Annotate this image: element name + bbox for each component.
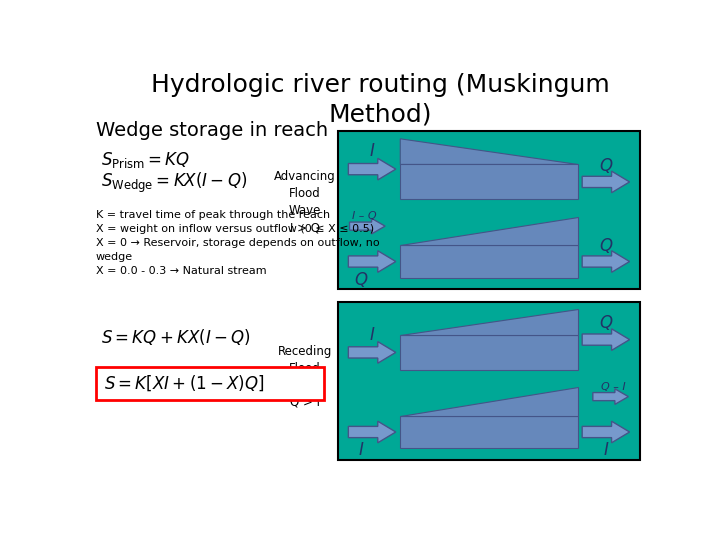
Polygon shape [400, 139, 577, 164]
Text: K = travel time of peak through the reach
X = weight on inflow versus outflow (0: K = travel time of peak through the reac… [96, 210, 379, 276]
Text: Receding
Flood
Wave
Q > I: Receding Flood Wave Q > I [278, 345, 332, 409]
Text: I: I [359, 441, 364, 460]
Polygon shape [582, 329, 629, 350]
Text: $S_{\rm Prism} = KQ$: $S_{\rm Prism} = KQ$ [101, 150, 190, 170]
Text: I: I [603, 441, 608, 460]
Polygon shape [400, 217, 577, 245]
Text: I – Q: I – Q [352, 211, 377, 221]
Text: Q – I: Q – I [601, 382, 626, 392]
FancyBboxPatch shape [338, 131, 639, 289]
Text: I: I [369, 326, 374, 345]
FancyBboxPatch shape [400, 164, 577, 199]
FancyBboxPatch shape [338, 302, 639, 460]
Text: $S = KQ + KX(I-Q)$: $S = KQ + KX(I-Q)$ [101, 327, 251, 347]
Text: Q: Q [354, 271, 367, 289]
Polygon shape [582, 171, 629, 193]
Text: Q: Q [599, 237, 613, 255]
Polygon shape [348, 158, 396, 180]
Polygon shape [400, 309, 577, 335]
Polygon shape [348, 342, 396, 363]
Text: Hydrologic river routing (Muskingum
Method): Hydrologic river routing (Muskingum Meth… [150, 73, 610, 127]
Polygon shape [582, 251, 629, 272]
Polygon shape [349, 218, 385, 234]
FancyBboxPatch shape [400, 335, 577, 370]
FancyBboxPatch shape [400, 245, 577, 278]
Text: I: I [369, 142, 374, 160]
Text: Q: Q [599, 157, 613, 175]
FancyBboxPatch shape [400, 416, 577, 448]
Text: $S = K[XI + (1-X)Q]$: $S = K[XI + (1-X)Q]$ [104, 374, 264, 393]
Polygon shape [348, 421, 396, 443]
Polygon shape [400, 387, 577, 416]
Polygon shape [582, 421, 629, 443]
Text: Wedge storage in reach: Wedge storage in reach [96, 121, 328, 140]
Text: $S_{\rm Wedge} = KX(I-Q)$: $S_{\rm Wedge} = KX(I-Q)$ [101, 171, 248, 195]
Polygon shape [593, 389, 629, 404]
Text: Advancing
Flood
Wave
I > Q: Advancing Flood Wave I > Q [274, 170, 336, 234]
Polygon shape [348, 251, 396, 272]
FancyBboxPatch shape [96, 367, 324, 400]
Text: Q: Q [599, 314, 613, 332]
